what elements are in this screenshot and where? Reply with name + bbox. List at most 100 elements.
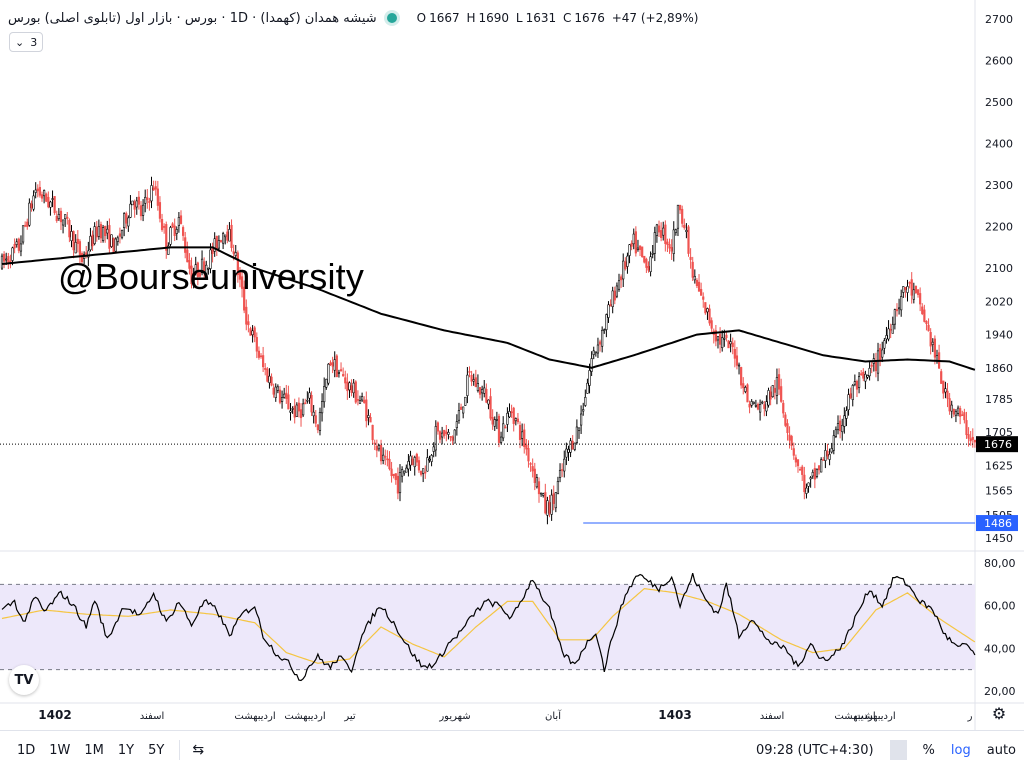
candle-body xyxy=(295,404,298,417)
candle-body xyxy=(729,341,732,345)
candle-body xyxy=(93,226,96,244)
candle-body xyxy=(13,244,16,249)
candle-body xyxy=(773,387,776,393)
timeframe-1w-button[interactable]: 1W xyxy=(49,742,71,758)
candle-body xyxy=(796,459,800,467)
candle-body xyxy=(649,256,652,273)
candle-body xyxy=(561,469,564,471)
candle-body xyxy=(763,404,766,409)
candle-body xyxy=(733,348,736,359)
candle-body xyxy=(634,231,637,254)
time-axis-label: اردیبهشت xyxy=(284,711,325,722)
candle-body xyxy=(459,406,463,410)
candle-body xyxy=(424,471,427,474)
candle-body xyxy=(523,429,526,448)
candle-body xyxy=(55,216,58,221)
candle-body xyxy=(904,287,907,290)
candle-body xyxy=(257,350,261,358)
candle-body xyxy=(609,304,612,307)
candle-body xyxy=(952,408,955,415)
candle-body xyxy=(474,377,477,388)
goto-date-icon[interactable]: ⇆ xyxy=(192,742,205,758)
candle-body xyxy=(449,436,452,438)
candle-body xyxy=(401,469,404,477)
candle-body xyxy=(283,393,286,398)
candle-body xyxy=(158,202,162,219)
candle-body xyxy=(299,409,303,419)
candle-body xyxy=(607,304,610,318)
candle-body xyxy=(504,426,507,429)
candle-body xyxy=(914,285,918,293)
candle-body xyxy=(398,472,402,494)
candle-body xyxy=(205,264,208,277)
high-value: 1690 xyxy=(478,11,510,25)
candle-body xyxy=(554,492,557,509)
candle-body xyxy=(933,338,936,358)
candle-body xyxy=(544,492,547,514)
candle-body xyxy=(304,402,307,405)
clock-label[interactable]: 09:28 (UTC+4:30) xyxy=(755,742,874,758)
candle-body xyxy=(651,253,654,255)
candle-body xyxy=(883,340,886,349)
time-axis-label: ر xyxy=(967,711,973,722)
candle-body xyxy=(91,234,94,247)
last-price-label: 1676 xyxy=(984,438,1012,451)
candle-body xyxy=(127,217,130,227)
symbol-title[interactable]: شیشه همدان (کهمدا) · 1D · بورس · بازار ا… xyxy=(8,10,377,26)
candle-body xyxy=(799,469,802,471)
price-chart[interactable]: 2700 2600 2500 2400 2300 2200 2100 2020 1940 1860… xyxy=(0,0,1024,730)
candle-body xyxy=(179,215,183,224)
candle-body xyxy=(535,477,538,488)
candle-body xyxy=(702,296,705,300)
candle-body xyxy=(87,250,90,258)
tradingview-logo-icon[interactable]: TV xyxy=(9,665,39,695)
candle-body xyxy=(51,198,54,200)
price-axis-label: 1785 xyxy=(985,393,1013,406)
candle-body xyxy=(339,369,343,372)
candle-body xyxy=(24,224,27,227)
candle-body xyxy=(539,492,543,495)
candle-body xyxy=(160,219,164,230)
candle-body xyxy=(502,423,505,439)
candle-body xyxy=(245,306,248,325)
percent-scale-button[interactable]: % xyxy=(922,742,935,758)
candle-body xyxy=(531,466,534,472)
timeframe-1m-button[interactable]: 1M xyxy=(84,742,104,758)
candle-body xyxy=(588,370,591,386)
timeframe-1d-button[interactable]: 1D xyxy=(17,742,36,758)
candle-body xyxy=(314,415,317,424)
timeframe-5y-button[interactable]: 5Y xyxy=(148,742,165,758)
candle-body xyxy=(537,481,541,495)
candle-body xyxy=(118,233,122,237)
candle-body xyxy=(447,431,450,435)
rsi-band xyxy=(0,584,975,670)
watermark-text: @Bourseuniversity xyxy=(58,256,365,297)
candle-body xyxy=(660,230,663,238)
candle-body xyxy=(632,233,635,245)
candle-body xyxy=(552,493,555,504)
price-axis-label: 1565 xyxy=(985,484,1013,497)
auto-scale-button[interactable]: auto xyxy=(986,742,1016,758)
candle-body xyxy=(959,408,962,417)
gear-icon[interactable]: ⚙ xyxy=(991,704,1007,723)
time-axis-label: 1403 xyxy=(658,708,691,722)
candle-body xyxy=(870,364,873,367)
timeframe-1y-button[interactable]: 1Y xyxy=(117,742,135,758)
candle-body xyxy=(897,307,901,310)
candle-body xyxy=(89,235,92,251)
candle-body xyxy=(893,309,896,325)
indicators-toggle-button[interactable]: ⌄ 3 xyxy=(9,32,44,52)
candle-body xyxy=(780,386,783,402)
candle-body xyxy=(32,195,35,210)
last-price-tag xyxy=(976,436,1018,453)
candle-body xyxy=(860,373,863,376)
price-axis-label: 2500 xyxy=(985,96,1013,109)
toolbar-divider xyxy=(179,740,181,760)
close-key: C xyxy=(562,11,572,25)
candle-body xyxy=(0,255,4,269)
log-scale-button[interactable]: log xyxy=(950,742,971,758)
candle-body xyxy=(175,229,178,234)
candle-body xyxy=(598,341,602,345)
candle-body xyxy=(171,223,174,228)
candle-body xyxy=(493,419,496,427)
